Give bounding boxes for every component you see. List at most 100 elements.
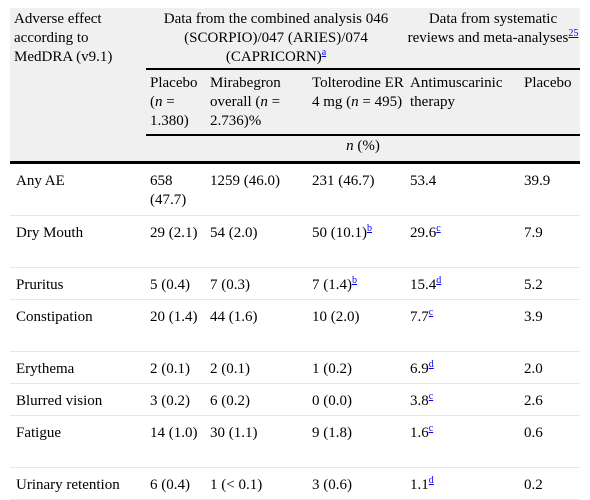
effect-name: Fatigue xyxy=(16,425,61,441)
mirabegron-value: 30 (1.1) xyxy=(210,425,258,441)
mirabegron-value: 2 (0.1) xyxy=(210,361,250,377)
placebo-value: 6 (0.4) xyxy=(150,477,190,493)
cell-mirabegron: 1259 (46.0) xyxy=(206,161,308,216)
footnote-link[interactable]: d xyxy=(428,359,434,370)
cell-placebo-2: 0.6 xyxy=(520,415,580,468)
placebo2-value: 0.2 xyxy=(524,477,543,493)
cell-tolterodine: 50 (10.1)b xyxy=(308,215,406,268)
cell-placebo: 3 (0.2) xyxy=(146,383,206,416)
header-tolterodine-n-symbol: n xyxy=(351,94,359,110)
header-tolterodine: Tolterodine ER 4 mg (n = 495) xyxy=(308,68,406,135)
footnote-link[interactable]: c xyxy=(428,307,434,318)
cell-mirabegron: 1 (< 0.1) xyxy=(206,467,308,500)
effect-name: Any AE xyxy=(16,173,65,189)
cell-placebo: 20 (1.4) xyxy=(146,299,206,352)
cell-antimuscarinic: 53.4 xyxy=(406,161,520,216)
header-adverse-effect: Adverse effect according to MedDRA (v9.1… xyxy=(14,11,113,65)
tolterodine-value: 3 (0.6) xyxy=(312,477,352,493)
table-row: Fatigue 14 (1.0) 30 (1.1) 9 (1.8) 1.6c 0.6 xyxy=(10,415,580,468)
header-placebo: Placebo (n = 1.380) xyxy=(146,68,206,135)
cell-placebo-2: 7.9 xyxy=(520,215,580,268)
header-tolterodine-n: = 495) xyxy=(362,94,403,110)
antimuscarinic-value: 1.6 xyxy=(410,425,429,441)
footnote-link[interactable]: c xyxy=(428,423,434,434)
table-row: Erythema 2 (0.1) 2 (0.1) 1 (0.2) 6.9d 2.0 xyxy=(10,351,580,384)
placebo2-value: 7.9 xyxy=(524,225,543,241)
cell-effect: Fatigue xyxy=(10,415,146,468)
tolterodine-value: 231 (46.7) xyxy=(312,173,375,189)
cell-mirabegron: 30 (1.1) xyxy=(206,415,308,468)
cell-placebo: 5 (0.4) xyxy=(146,267,206,300)
cell-placebo: 658 (47.7) xyxy=(146,161,206,216)
placebo2-value: 0.6 xyxy=(524,425,543,441)
antimuscarinic-value: 53.4 xyxy=(410,173,437,189)
antimuscarinic-value: 29.6 xyxy=(410,225,437,241)
effect-name: Constipation xyxy=(16,309,93,325)
header-row-columns: Placebo (n = 1.380) Mirabegron overall (… xyxy=(10,68,580,135)
footnote-link[interactable]: d xyxy=(436,275,442,286)
footnote-link-a[interactable]: a xyxy=(321,47,327,58)
header-units-empty xyxy=(10,135,146,163)
cell-placebo: 2 (0.1) xyxy=(146,351,206,384)
header-combined-analysis: Data from the combined analysis 046 (SCO… xyxy=(146,8,406,69)
footnote-link[interactable]: d xyxy=(428,475,434,486)
cell-effect: Urinary retention xyxy=(10,467,146,500)
table-row: Any AE 658 (47.7) 1259 (46.0) 231 (46.7) 53.… xyxy=(10,161,580,216)
mirabegron-value: 1259 (46.0) xyxy=(210,173,280,189)
footnote-link[interactable]: c xyxy=(436,223,441,234)
placebo2-value: 2.0 xyxy=(524,361,543,377)
footnote-link[interactable]: b xyxy=(367,223,372,234)
placebo2-value: 39.9 xyxy=(524,173,551,189)
mirabegron-value: 6 (0.2) xyxy=(210,393,250,409)
table-row: Blurred vision 3 (0.2) 6 (0.2) 0 (0.0) 3.8c 2… xyxy=(10,383,580,416)
placebo-value: 29 (2.1) xyxy=(150,225,198,241)
header-tolterodine-label: Tolterodine ER 4 mg ( xyxy=(312,75,404,110)
cell-tolterodine: 7 (1.4)b xyxy=(308,267,406,300)
cell-effect: Blurred vision xyxy=(10,383,146,416)
table-row: Pruritus 5 (0.4) 7 (0.3) 7 (1.4)b 15.4d 5.2 xyxy=(10,267,580,300)
placebo-value: 14 (1.0) xyxy=(150,425,198,441)
cell-tolterodine: 9 (1.8) xyxy=(308,415,406,468)
antimuscarinic-value: 7.7 xyxy=(410,309,429,325)
tolterodine-value: 0 (0.0) xyxy=(312,393,352,409)
table-row: Constipation 20 (1.4) 44 (1.6) 10 (2.0) 7.7c… xyxy=(10,299,580,352)
cell-antimuscarinic: 1.6c xyxy=(406,415,520,468)
antimuscarinic-value: 6.9 xyxy=(410,361,429,377)
cell-placebo-2: 5.2 xyxy=(520,267,580,300)
reference-link-25[interactable]: 25 xyxy=(568,28,579,39)
header-row-units: n (%) xyxy=(10,134,580,163)
placebo2-value: 3.9 xyxy=(524,309,543,325)
cell-placebo-2: 0.2 xyxy=(520,467,580,500)
cell-mirabegron: 2 (0.1) xyxy=(206,351,308,384)
cell-mirabegron: 6 (0.2) xyxy=(206,383,308,416)
header-units-n: n xyxy=(346,138,354,154)
header-combined-analysis-text: Data from the combined analysis 046 (SCO… xyxy=(163,11,389,65)
tolterodine-value: 9 (1.8) xyxy=(312,425,352,441)
header-mirabegron: Mirabegron overall (n = 2.736)% xyxy=(206,68,308,135)
footnote-link[interactable]: b xyxy=(352,275,357,286)
cell-antimuscarinic: 15.4d xyxy=(406,267,520,300)
table-body: Any AE 658 (47.7) 1259 (46.0) 231 (46.7) 53.… xyxy=(10,161,580,500)
effect-name: Blurred vision xyxy=(16,393,103,409)
effect-name: Dry Mouth xyxy=(16,225,84,241)
header-row-groups: Adverse effect according to MedDRA (v9.1… xyxy=(10,8,580,69)
footnote-link[interactable]: c xyxy=(428,391,434,402)
header-systematic-reviews-text: Data from systematic reviews and meta-an… xyxy=(407,11,569,46)
placebo-value: 3 (0.2) xyxy=(150,393,190,409)
mirabegron-value: 44 (1.6) xyxy=(210,309,258,325)
tolterodine-value: 50 (10.1) xyxy=(312,225,367,241)
effect-name: Erythema xyxy=(16,361,75,377)
antimuscarinic-value: 15.4 xyxy=(410,277,437,293)
header-units-pct: (%) xyxy=(357,138,380,154)
header-placebo-n: = 1.380) xyxy=(150,94,189,129)
cell-placebo-2: 2.6 xyxy=(520,383,580,416)
cell-effect: Any AE xyxy=(10,161,146,216)
cell-effect: Pruritus xyxy=(10,267,146,300)
header-antimuscarinic: Antimuscarinic therapy xyxy=(406,68,520,135)
cell-antimuscarinic: 3.8c xyxy=(406,383,520,416)
cell-placebo: 6 (0.4) xyxy=(146,467,206,500)
cell-effect: Dry Mouth xyxy=(10,215,146,268)
table-row: Urinary retention 6 (0.4) 1 (< 0.1) 3 (0.6)… xyxy=(10,467,580,500)
effect-name: Pruritus xyxy=(16,277,64,293)
cell-antimuscarinic: 29.6c xyxy=(406,215,520,268)
